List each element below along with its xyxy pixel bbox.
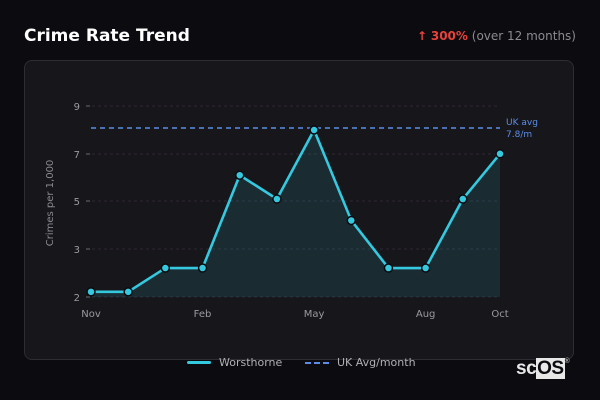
registered-mark-icon: ®	[564, 358, 570, 365]
grid-lines	[92, 105, 500, 298]
legend-item-worsthorne[interactable]: Worsthorne	[187, 356, 282, 369]
change-value: 300%	[430, 29, 468, 43]
chart-card	[24, 60, 574, 360]
y-tick-label: 5	[74, 197, 80, 208]
legend-item-uk-avg[interactable]: UK Avg/month	[305, 356, 416, 369]
y-axis-ticks: 2 3 5 7 9	[74, 102, 90, 304]
x-tick-label: Nov	[81, 309, 101, 320]
data-point[interactable]	[346, 215, 357, 226]
uk-avg-annotation-line1: UK avg	[506, 118, 538, 128]
data-point[interactable]	[309, 125, 319, 135]
y-tick-label: 9	[74, 102, 80, 113]
y-tick-label: 7	[74, 150, 80, 161]
logo-prefix: sc	[516, 358, 537, 379]
series-area	[91, 130, 500, 297]
x-tick-label: Oct	[491, 309, 508, 320]
data-point[interactable]	[160, 263, 171, 273]
x-tick-label: May	[304, 309, 325, 320]
data-point[interactable]	[86, 287, 96, 297]
data-point[interactable]	[197, 263, 208, 273]
data-point[interactable]	[495, 149, 505, 159]
data-point[interactable]	[234, 170, 245, 180]
dashed-line-swatch-icon	[305, 361, 329, 364]
data-point[interactable]	[272, 194, 282, 204]
y-axis-label: Crimes per 1,000	[45, 160, 56, 247]
x-tick-label: Aug	[416, 309, 436, 320]
change-note: (over 12 months)	[471, 29, 576, 43]
scos-logo: scOS®	[516, 358, 570, 380]
x-tick-label: Feb	[194, 309, 212, 320]
data-point[interactable]	[420, 263, 431, 273]
data-points	[86, 125, 505, 297]
data-point[interactable]	[383, 263, 394, 273]
data-point[interactable]	[458, 194, 468, 204]
change-indicator: ↑ 300% (over 12 months)	[417, 29, 576, 43]
series-line	[91, 128, 502, 294]
x-axis-ticks: Nov Feb May Aug Oct	[81, 309, 508, 320]
y-tick-label: 2	[74, 293, 80, 304]
arrow-up-icon: ↑	[416, 29, 428, 43]
solid-line-swatch-icon	[187, 361, 211, 364]
logo-boxed: OS	[536, 358, 565, 379]
chart-title: Crime Rate Trend	[24, 26, 190, 46]
y-tick-label: 3	[74, 245, 80, 256]
legend-label: UK Avg/month	[337, 356, 416, 369]
legend-label: Worsthorne	[219, 356, 283, 369]
uk-avg-annotation-line2: 7.8/m	[506, 130, 532, 140]
data-point[interactable]	[123, 287, 133, 297]
